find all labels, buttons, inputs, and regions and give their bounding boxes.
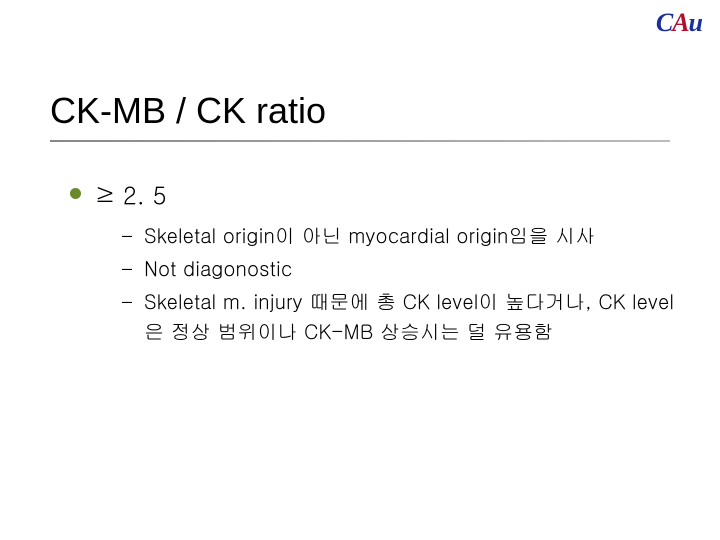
dash-bullet-icon: – — [122, 287, 132, 317]
logo-letter-u: u — [689, 8, 702, 37]
logo-letter-a: A — [672, 8, 688, 37]
sub-bullet-text: Skeletal m. injury 때문에 총 CK level이 높다거나,… — [144, 286, 680, 346]
sub-bullet-text: Skeletal origin이 아닌 myocardial origin임을 … — [144, 220, 595, 250]
bullet-level1: ≥ 2. 5 — [70, 178, 680, 210]
sub-bullet-item: – Skeletal origin이 아닌 myocardial origin임… — [122, 220, 680, 251]
title-block: CK-MB / CK ratio — [50, 90, 670, 142]
slide-title: CK-MB / CK ratio — [50, 90, 670, 138]
logo-letter-c: C — [656, 8, 672, 37]
sub-bullet-list: – Skeletal origin이 아닌 myocardial origin임… — [122, 220, 680, 346]
disc-bullet-icon — [70, 188, 81, 199]
title-underline — [50, 140, 670, 142]
sub-bullet-text: Not diagonostic — [144, 253, 292, 283]
sub-bullet-item: – Skeletal m. injury 때문에 총 CK level이 높다거… — [122, 286, 680, 346]
sub-bullet-item: – Not diagonostic — [122, 253, 680, 284]
dash-bullet-icon: – — [122, 221, 132, 251]
logo: CAu — [656, 8, 702, 38]
bullet-level1-text: ≥ 2. 5 — [95, 178, 167, 210]
content-area: ≥ 2. 5 – Skeletal origin이 아닌 myocardial … — [70, 178, 680, 348]
dash-bullet-icon: – — [122, 254, 132, 284]
